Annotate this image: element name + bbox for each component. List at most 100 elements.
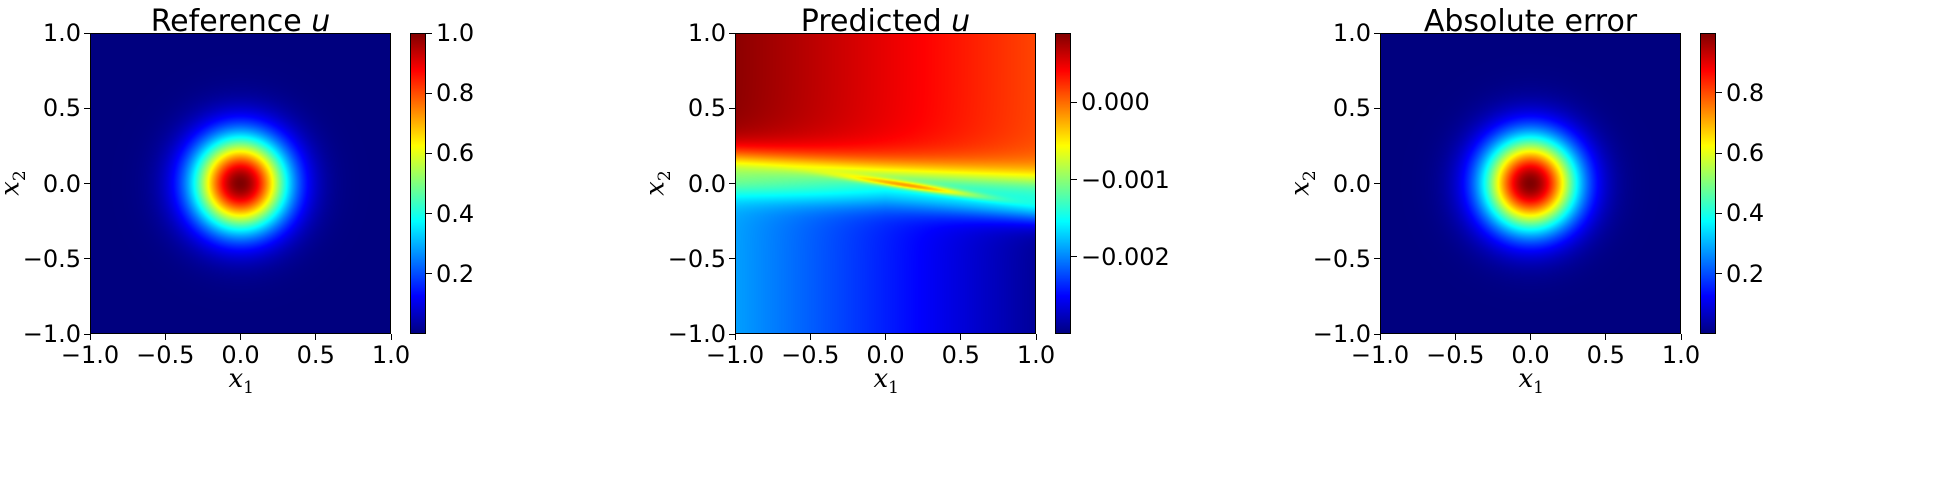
colorbar-frame (1055, 33, 1071, 334)
x-tick-mark (1379, 334, 1381, 340)
plot-frame (735, 33, 1036, 334)
panel-reference-u: Reference u x1 x2 −1.0−0.50.00.51.0−1.0−… (0, 0, 645, 486)
x-tick-label: −0.5 (136, 341, 195, 369)
y-tick-label: −0.5 (1312, 244, 1371, 273)
heatmap (1380, 33, 1681, 334)
y-tick-label: −0.5 (22, 244, 81, 273)
y-tick-mark (1374, 258, 1380, 260)
y-tick-mark (84, 183, 90, 184)
panel-predicted-u: Predicted u x1 x2 −1.0 −0.5 0.0 0.5 1.0 −1.0−… (641, 0, 1290, 486)
colorbar-tick-label: 1.0 (436, 19, 475, 47)
y-tick-label: 0.0 (1332, 169, 1371, 198)
y-tick-mark (729, 32, 735, 34)
y-tick-label: 0.0 (687, 169, 726, 198)
x-tick-label: −0.5 (1426, 341, 1485, 369)
x-tick-label: 0.0 (221, 341, 260, 369)
x-tick-mark (1530, 334, 1531, 340)
y-tick-mark (729, 258, 735, 260)
x-tick-label: 1.0 (1661, 341, 1701, 369)
colorbar-tick-mark (1716, 152, 1722, 154)
colorbar-frame (410, 33, 426, 334)
y-axis-label: x2 (1285, 169, 1320, 196)
colorbar-tick-mark (1071, 179, 1077, 181)
plot-frame (90, 33, 391, 334)
x-tick-mark (1605, 334, 1607, 340)
colorbar-tick-mark (1071, 256, 1077, 258)
y-tick-label: 0.5 (687, 94, 726, 123)
colorbar-tick-label: 0.4 (1726, 199, 1765, 228)
colorbar-tick-label: 0.4 (436, 199, 475, 228)
x-axis-label: x1 (1518, 364, 1545, 399)
x-tick-label: 1.0 (371, 341, 411, 369)
y-axis-label: x2 (0, 169, 30, 196)
x-tick-mark (809, 334, 811, 340)
panel-absolute-error: Absolute error x1 x2 −1.0 −0.5 0.0 0.5 1.0 −1… (1286, 0, 1935, 486)
x-tick-mark (240, 334, 241, 340)
y-tick-mark (84, 32, 90, 34)
colorbar-tick-mark (1071, 101, 1077, 103)
colorbar (1700, 33, 1716, 334)
colorbar-tick-label: 0.8 (1726, 78, 1765, 107)
x-tick-mark (1680, 334, 1682, 340)
colorbar-tick-label: −0.001 (1081, 165, 1170, 194)
colorbar-tick-label: 0.000 (1081, 88, 1150, 117)
x-axis-label: x1 (873, 364, 900, 399)
y-tick-label: 1.0 (1332, 19, 1371, 47)
y-tick-mark (1374, 333, 1380, 335)
x-tick-label: 0.0 (866, 341, 905, 369)
heatmap (735, 33, 1036, 334)
y-tick-mark (1374, 183, 1380, 184)
x-tick-mark (89, 334, 91, 340)
colorbar-tick-mark (1716, 273, 1722, 275)
x-tick-label: −1.0 (1350, 341, 1410, 369)
colorbar-tick-mark (426, 273, 432, 275)
y-tick-label: 1.0 (687, 19, 726, 47)
colorbar-tick-mark (426, 32, 432, 34)
colorbar-tick-mark (426, 92, 432, 94)
x-tick-mark (960, 334, 962, 340)
y-tick-mark (729, 107, 735, 109)
x-tick-mark (390, 334, 392, 340)
colorbar-tick-label: −0.002 (1081, 242, 1170, 271)
colorbar-frame (1700, 33, 1716, 334)
x-tick-label: 1.0 (1016, 341, 1056, 369)
x-tick-mark (164, 334, 166, 340)
colorbar-tick-label: 0.2 (1726, 259, 1765, 288)
y-tick-mark (1374, 32, 1380, 34)
colorbar-tick-mark (1716, 92, 1722, 94)
y-axis-label: x2 (640, 169, 675, 196)
x-tick-label: 0.5 (296, 341, 335, 369)
y-tick-mark (84, 258, 90, 260)
x-tick-mark (1454, 334, 1456, 340)
heatmap (90, 33, 391, 334)
y-tick-mark (84, 107, 90, 109)
colorbar-tick-label: 0.2 (436, 259, 475, 288)
x-tick-mark (1035, 334, 1037, 340)
colorbar-tick-label: 0.6 (436, 139, 475, 168)
y-tick-label: 0.0 (42, 169, 81, 198)
y-tick-mark (729, 333, 735, 335)
x-tick-label: 0.5 (941, 341, 980, 369)
x-tick-mark (734, 334, 736, 340)
y-tick-label: −1.0 (1312, 320, 1371, 348)
plot-frame (1380, 33, 1681, 334)
y-tick-label: −1.0 (22, 320, 81, 348)
y-tick-mark (84, 333, 90, 335)
colorbar-tick-label: 0.8 (436, 79, 475, 108)
x-tick-label: 0.0 (1511, 341, 1550, 369)
colorbar-tick-mark (1716, 212, 1722, 214)
y-tick-label: −0.5 (667, 244, 726, 273)
y-tick-mark (729, 183, 735, 184)
colorbar (410, 33, 426, 334)
y-tick-label: 0.5 (42, 94, 81, 123)
y-tick-label: 1.0 (42, 19, 81, 47)
x-tick-label: 0.5 (1586, 341, 1625, 369)
y-tick-label: 0.5 (1332, 94, 1371, 123)
y-tick-mark (1374, 107, 1380, 109)
x-tick-mark (315, 334, 317, 340)
colorbar-tick-mark (426, 213, 432, 215)
x-tick-label: −1.0 (60, 341, 120, 369)
colorbar-tick-mark (426, 152, 432, 154)
colorbar (1055, 33, 1071, 334)
colorbar-tick-label: 0.6 (1726, 139, 1765, 168)
